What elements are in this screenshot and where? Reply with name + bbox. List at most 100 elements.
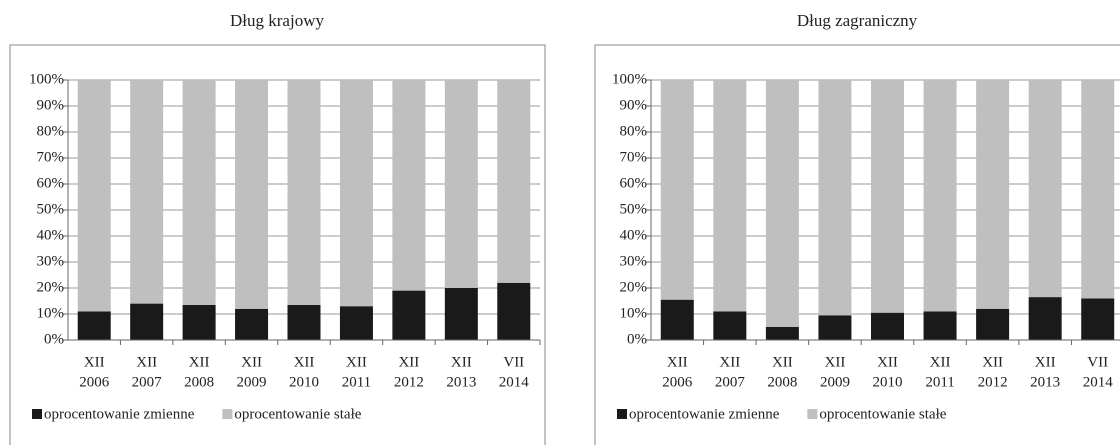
y-tick-label: 80%	[620, 123, 648, 139]
y-tick-label: 0%	[44, 331, 64, 347]
x-tick-label: 2006	[662, 374, 693, 390]
x-tick-label: XII	[982, 354, 1003, 370]
bar-segment	[339, 80, 373, 307]
bar-segment	[765, 327, 799, 340]
x-tick-label: XII	[346, 354, 367, 370]
x-tick-label: 2014	[499, 374, 530, 390]
bar-segment	[287, 80, 321, 305]
legend-label: oprocentowanie zmienne	[44, 406, 195, 422]
x-tick-label: 2011	[342, 374, 371, 390]
y-tick-label: 60%	[620, 175, 648, 191]
x-tick-label: 2014	[1083, 374, 1114, 390]
y-tick-label: 30%	[37, 253, 65, 269]
bar-segment	[497, 80, 531, 283]
bar-segment	[1028, 297, 1062, 340]
x-tick-label: XII	[772, 354, 793, 370]
bar-segment	[235, 308, 269, 340]
x-tick-label: 2009	[237, 374, 267, 390]
x-tick-label: 2012	[394, 374, 424, 390]
y-tick-label: 0%	[627, 331, 647, 347]
y-tick-label: 50%	[620, 201, 648, 217]
x-tick-label: VII	[1087, 354, 1108, 370]
legend-label: oprocentowanie stałe	[819, 406, 946, 422]
bar-segment	[713, 311, 747, 340]
legend-label: oprocentowanie zmienne	[629, 406, 780, 422]
x-tick-label: 2008	[767, 374, 797, 390]
bar-segment	[818, 315, 852, 340]
x-tick-label: 2013	[1030, 374, 1060, 390]
bar-segment	[1028, 80, 1062, 298]
x-tick-label: XII	[294, 354, 315, 370]
chart-title: Dług krajowy	[230, 11, 324, 30]
bar-segment	[392, 290, 426, 340]
x-tick-label: XII	[877, 354, 898, 370]
x-tick-label: XII	[451, 354, 472, 370]
x-tick-label: 2007	[132, 374, 163, 390]
x-tick-label: 2008	[184, 374, 214, 390]
x-tick-label: 2010	[873, 374, 903, 390]
bar-segment	[871, 80, 904, 313]
x-tick-label: XII	[930, 354, 951, 370]
x-tick-label: VII	[503, 354, 524, 370]
bar-segment	[660, 299, 694, 340]
y-tick-label: 40%	[37, 227, 65, 243]
y-tick-label: 70%	[37, 149, 65, 165]
y-tick-label: 70%	[620, 149, 648, 165]
legend-label: oprocentowanie stałe	[234, 406, 361, 422]
bar-segment	[818, 80, 852, 316]
x-tick-label: XII	[398, 354, 419, 370]
y-tick-label: 40%	[620, 227, 648, 243]
x-tick-label: 2011	[925, 374, 954, 390]
y-tick-label: 10%	[37, 305, 65, 321]
bar-segment	[287, 304, 321, 340]
bar-segment	[235, 80, 269, 309]
bar-segment	[923, 80, 957, 312]
bar-segment	[660, 80, 694, 300]
x-tick-label: XII	[241, 354, 262, 370]
bar-segment	[871, 312, 904, 340]
chart-frame	[594, 44, 1120, 445]
legend-swatch	[32, 409, 42, 419]
x-tick-label: 2006	[79, 374, 110, 390]
y-tick-label: 90%	[620, 97, 648, 113]
bar-segment	[765, 80, 799, 327]
x-tick-label: 2009	[820, 374, 850, 390]
x-tick-label: XII	[667, 354, 688, 370]
y-tick-label: 100%	[612, 71, 647, 87]
bar-segment	[976, 308, 1010, 340]
legend-swatch	[807, 409, 818, 419]
bar-segment	[713, 80, 747, 312]
x-tick-label: 2013	[446, 374, 476, 390]
y-tick-label: 50%	[37, 201, 65, 217]
bar-segment	[1081, 298, 1115, 340]
chart-frame	[9, 44, 546, 445]
x-tick-label: XII	[189, 354, 210, 370]
bar-segment	[77, 311, 111, 340]
bar-segment	[339, 306, 373, 340]
x-tick-label: XII	[84, 354, 105, 370]
y-tick-label: 10%	[620, 305, 648, 321]
bar-segment	[1081, 80, 1115, 299]
x-tick-label: 2012	[978, 374, 1008, 390]
bar-segment	[976, 80, 1010, 309]
y-tick-label: 80%	[37, 123, 65, 139]
bar-segment	[444, 80, 478, 288]
y-tick-label: 90%	[37, 97, 65, 113]
bar-segment	[444, 288, 478, 340]
bar-segment	[923, 311, 957, 340]
x-tick-label: 2010	[289, 374, 319, 390]
x-tick-label: XII	[719, 354, 740, 370]
legend-swatch	[617, 409, 627, 419]
x-tick-label: XII	[136, 354, 157, 370]
x-tick-label: XII	[825, 354, 846, 370]
bar-segment	[182, 80, 216, 305]
y-tick-label: 60%	[37, 175, 65, 191]
y-tick-label: 20%	[620, 279, 648, 295]
bar-segment	[497, 282, 531, 340]
y-tick-label: 100%	[29, 71, 64, 87]
bar-segment	[392, 80, 426, 291]
x-tick-label: 2007	[715, 374, 746, 390]
y-tick-label: 30%	[620, 253, 648, 269]
